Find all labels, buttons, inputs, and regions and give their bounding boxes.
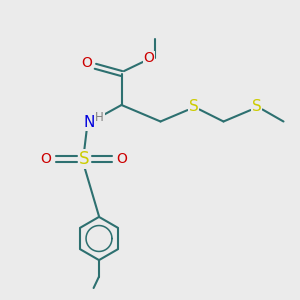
Text: H: H [95, 111, 104, 124]
Text: S: S [79, 150, 89, 168]
Text: O: O [144, 52, 154, 65]
Text: O: O [117, 152, 128, 166]
Text: S: S [189, 99, 198, 114]
Text: S: S [252, 99, 261, 114]
Text: N: N [83, 115, 94, 130]
Text: O: O [82, 56, 92, 70]
Text: O: O [40, 152, 51, 166]
